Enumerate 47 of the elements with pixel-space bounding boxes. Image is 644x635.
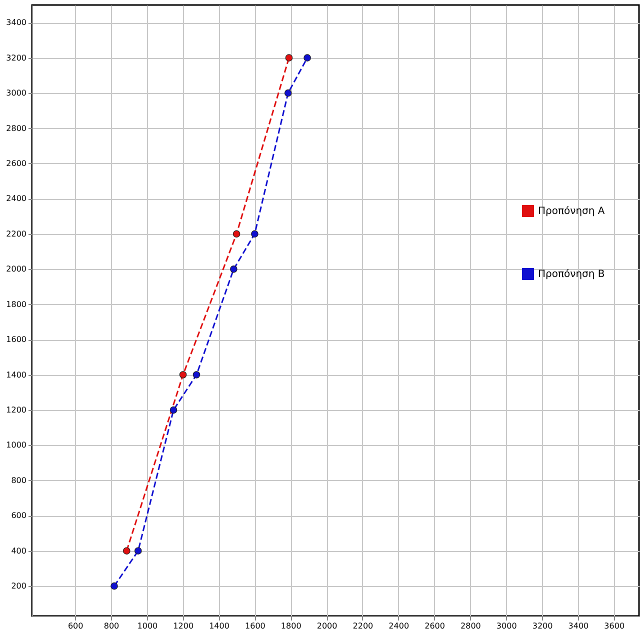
x-tick-label: 2000 — [316, 622, 338, 630]
y-tick-label: 2600 — [6, 158, 26, 168]
x-tick-label: 2200 — [352, 622, 374, 630]
y-tick-label: 600 — [11, 511, 26, 520]
legend-label: Προπόνηση Α — [538, 206, 605, 217]
x-tick-label: 1000 — [137, 622, 158, 630]
point — [170, 406, 178, 414]
point — [179, 371, 187, 378]
point — [230, 265, 238, 273]
x-tick-label: 3200 — [532, 622, 553, 630]
x-tick-label: 3000 — [496, 622, 517, 630]
y-tick-label: 2400 — [6, 194, 26, 204]
x-tick-label: 600 — [68, 622, 84, 630]
y-tick-label: 3200 — [6, 53, 26, 62]
y-tick-label: 1800 — [6, 300, 26, 309]
x-tick-label: 2800 — [460, 622, 481, 630]
point — [134, 547, 142, 554]
y-tick-label: 3000 — [6, 88, 26, 98]
y-tick-label: 2000 — [6, 264, 26, 274]
x-tick-label: 1200 — [173, 622, 194, 630]
x-tick-label: 1400 — [209, 622, 230, 630]
y-tick-label: 400 — [11, 546, 26, 556]
x-tick-label: 3400 — [568, 622, 589, 630]
point — [284, 89, 292, 97]
point — [232, 230, 240, 238]
y-tick-label: 200 — [11, 582, 26, 591]
point — [110, 582, 118, 590]
legend-label: Προπόνηση Β — [538, 269, 605, 280]
x-tick-label: 800 — [104, 622, 120, 630]
y-tick-label: 2200 — [6, 229, 26, 238]
y-tick-label: 1000 — [6, 440, 26, 450]
point — [304, 54, 311, 62]
x-tick-label: 1600 — [245, 622, 266, 630]
x-tick-label: 2400 — [388, 622, 410, 630]
y-tick-label: 1600 — [6, 335, 26, 344]
point — [285, 54, 293, 62]
point — [122, 547, 130, 554]
y-tick-label: 3400 — [6, 18, 26, 28]
point — [192, 371, 200, 378]
y-tick-label: 1400 — [6, 370, 26, 380]
x-tick-label: 1800 — [280, 622, 302, 630]
y-tick-label: 1200 — [6, 405, 26, 414]
y-tick-label: 2800 — [6, 124, 26, 133]
y-tick-label: 800 — [11, 476, 26, 485]
point — [251, 230, 258, 238]
x-tick-label: 3600 — [604, 622, 625, 630]
x-tick-label: 2600 — [424, 622, 445, 630]
